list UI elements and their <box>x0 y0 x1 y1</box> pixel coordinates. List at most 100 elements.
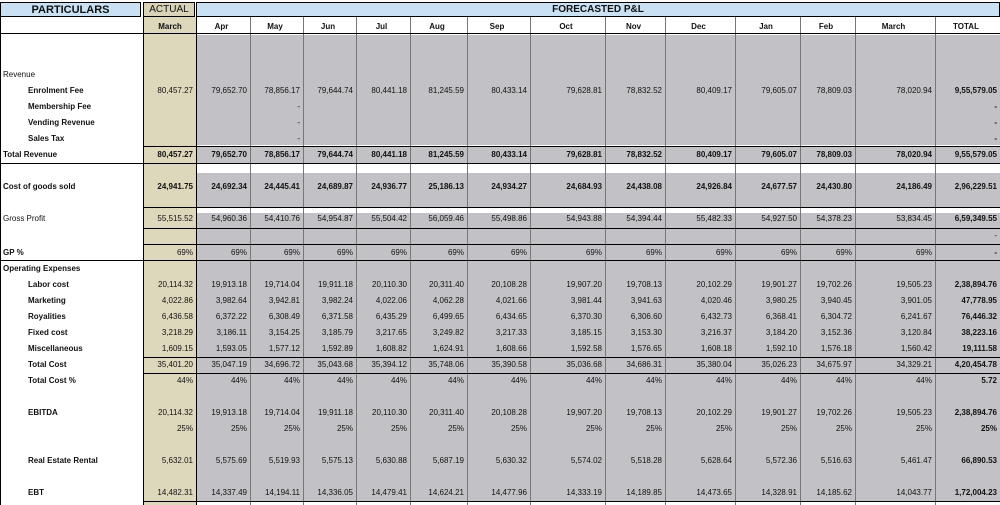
cell-gross_profit-feb[interactable]: 54,378.23 <box>816 214 852 223</box>
label-marketing[interactable]: Marketing <box>28 296 66 305</box>
cell-ebitda-aug[interactable]: 20,311.40 <box>429 408 464 417</box>
header-month-dec[interactable]: Dec <box>691 22 706 31</box>
cell-royalities-feb[interactable]: 6,304.72 <box>820 312 852 321</box>
cell-actual-labor[interactable]: 20,114.32 <box>158 280 193 289</box>
cell-royalities-oct[interactable]: 6,370.30 <box>570 312 602 321</box>
cell-real_estate-jul[interactable]: 5,630.88 <box>375 456 407 465</box>
cell-royalities-may[interactable]: 6,308.49 <box>268 312 300 321</box>
cell-gp_pct-dec[interactable]: 69% <box>715 248 732 257</box>
cell-enrolment-jul[interactable]: 80,441.18 <box>371 86 407 95</box>
label-miscellaneous[interactable]: Miscellaneous <box>28 344 83 353</box>
cell-ebt-jun[interactable]: 14,336.05 <box>317 488 353 497</box>
cell-ebt-sep[interactable]: 14,477.96 <box>491 488 527 497</box>
cell-fixed-dec[interactable]: 3,216.37 <box>700 328 732 337</box>
cell-total_revenue-nov[interactable]: 78,832.52 <box>626 150 662 159</box>
cell-cogs-dec[interactable]: 24,926.84 <box>696 182 732 191</box>
cell-ebitda_pct-may[interactable]: 25% <box>283 424 300 433</box>
cell-marketing-dec[interactable]: 4,020.46 <box>700 296 732 305</box>
cell-ebitda_pct-jun[interactable]: 25% <box>336 424 353 433</box>
cell-gross_profit-apr[interactable]: 54,960.36 <box>211 214 247 223</box>
cell-gp_pct-jun[interactable]: 69% <box>336 248 353 257</box>
label-enrolment-fee[interactable]: Enrolment Fee <box>28 86 84 95</box>
cell-ebitda_pct-oct[interactable]: 25% <box>585 424 602 433</box>
cell-fixed-aug[interactable]: 3,249.82 <box>432 328 464 337</box>
cell-ebitda_pct-apr[interactable]: 25% <box>230 424 247 433</box>
cell-labor-apr[interactable]: 19,913.18 <box>211 280 247 289</box>
cell-enrolment-total[interactable]: 9,55,579.05 <box>954 86 997 95</box>
cell-labor-feb[interactable]: 19,702.26 <box>816 280 852 289</box>
header-month-sep[interactable]: Sep <box>489 22 505 31</box>
cell-total_cost-dec[interactable]: 35,380.04 <box>696 360 732 369</box>
label-total-revenue[interactable]: Total Revenue <box>3 150 58 159</box>
cell-gp_pct-jan[interactable]: 69% <box>780 248 797 257</box>
cell-real_estate-sep[interactable]: 5,630.32 <box>495 456 527 465</box>
cell-gp_pct-may[interactable]: 69% <box>283 248 300 257</box>
cell-labor-dec[interactable]: 20,102.29 <box>696 280 732 289</box>
cell-marketing-aug[interactable]: 4,062.28 <box>432 296 464 305</box>
cell-actual-fixed[interactable]: 3,218.29 <box>161 328 193 337</box>
cell-total_revenue-dec[interactable]: 80,409.17 <box>696 150 732 159</box>
header-month-jun[interactable]: Jun <box>320 22 336 31</box>
header-month-jan[interactable]: Jan <box>759 22 773 31</box>
cell-ebt-feb[interactable]: 14,185.62 <box>816 488 852 497</box>
cell-marketing-jun[interactable]: 3,982.24 <box>321 296 353 305</box>
cell-total_revenue-jun[interactable]: 79,644.74 <box>317 150 353 159</box>
cell-vending-may[interactable]: - <box>297 118 300 127</box>
cell-total_cost-aug[interactable]: 35,748.06 <box>428 360 464 369</box>
cell-gp_pct-feb[interactable]: 69% <box>835 248 852 257</box>
cell-total_cost_pct-oct[interactable]: 44% <box>585 376 602 385</box>
cell-total_cost_pct-aug[interactable]: 44% <box>447 376 464 385</box>
cell-gross_profit-jun[interactable]: 54,954.87 <box>317 214 353 223</box>
label-sales-tax[interactable]: Sales Tax <box>28 134 65 143</box>
cell-real_estate-may[interactable]: 5,519.93 <box>268 456 300 465</box>
label-ebt[interactable]: EBT <box>28 488 44 497</box>
cell-actual-ebitda_pct[interactable]: 25% <box>176 424 193 433</box>
cell-misc-sep[interactable]: 1,608.66 <box>495 344 527 353</box>
cell-total_revenue-sep[interactable]: 80,433.14 <box>491 150 527 159</box>
cell-labor-may[interactable]: 19,714.04 <box>264 280 300 289</box>
header-total[interactable]: TOTAL <box>953 22 979 31</box>
header-month-march[interactable]: March <box>881 22 906 31</box>
cell-fixed-march[interactable]: 3,120.84 <box>900 328 932 337</box>
cell-marketing-apr[interactable]: 3,982.64 <box>215 296 247 305</box>
cell-royalities-apr[interactable]: 6,372.22 <box>215 312 247 321</box>
cell-actual-gp_pct[interactable]: 69% <box>176 248 193 257</box>
cell-ebitda_pct-jul[interactable]: 25% <box>390 424 407 433</box>
cell-gp_pct-aug[interactable]: 69% <box>447 248 464 257</box>
cell-labor-jun[interactable]: 19,911.18 <box>318 280 353 289</box>
cell-total_revenue-may[interactable]: 78,856.17 <box>264 150 300 159</box>
cell-ebt-march[interactable]: 14,043.77 <box>896 488 932 497</box>
label-real-estate-rental[interactable]: Real Estate Rental <box>28 456 98 465</box>
header-actual[interactable]: ACTUAL <box>143 2 195 17</box>
cell-ebitda-oct[interactable]: 19,907.20 <box>566 408 602 417</box>
cell-total_cost-jul[interactable]: 35,394.12 <box>371 360 407 369</box>
cell-misc-total[interactable]: 19,111.58 <box>962 344 997 353</box>
cell-total_cost_pct-may[interactable]: 44% <box>283 376 300 385</box>
cell-total_cost_pct-feb[interactable]: 44% <box>835 376 852 385</box>
cell-gp_pct-oct[interactable]: 69% <box>585 248 602 257</box>
cell-total_cost-jun[interactable]: 35,043.68 <box>317 360 353 369</box>
cell-gp_pct-jul[interactable]: 69% <box>390 248 407 257</box>
cell-ebitda-may[interactable]: 19,714.04 <box>264 408 300 417</box>
cell-gross_profit-oct[interactable]: 54,943.88 <box>566 214 602 223</box>
header-month-may[interactable]: May <box>267 22 283 31</box>
label-ebitda[interactable]: EBITDA <box>28 408 58 417</box>
cell-fixed-nov[interactable]: 3,153.30 <box>630 328 662 337</box>
cell-fixed-feb[interactable]: 3,152.36 <box>820 328 852 337</box>
header-month-aug[interactable]: Aug <box>429 22 445 31</box>
cell-marketing-march[interactable]: 3,901.05 <box>900 296 932 305</box>
cell-ebt-dec[interactable]: 14,473.65 <box>696 488 732 497</box>
cell-ebitda_pct-march[interactable]: 25% <box>915 424 932 433</box>
cell-ebitda_pct-total[interactable]: 25% <box>980 424 997 433</box>
cell-royalities-total[interactable]: 76,446.32 <box>961 312 997 321</box>
cell-actual-enrolment[interactable]: 80,457.27 <box>157 86 193 95</box>
label-operating-expenses[interactable]: Operating Expenses <box>3 264 81 273</box>
header-actual-month[interactable]: March <box>158 22 182 31</box>
cell-enrolment-aug[interactable]: 81,245.59 <box>428 86 464 95</box>
cell-actual-total_revenue[interactable]: 80,457.27 <box>157 150 193 159</box>
cell-ebitda-nov[interactable]: 19,708.13 <box>626 408 662 417</box>
cell-gross_profit-total[interactable]: 6,59,349.55 <box>954 214 997 223</box>
cell-royalities-nov[interactable]: 6,306.60 <box>630 312 662 321</box>
cell-real_estate-jun[interactable]: 5,575.13 <box>321 456 353 465</box>
cell-ebt-jan[interactable]: 14,328.91 <box>761 488 797 497</box>
